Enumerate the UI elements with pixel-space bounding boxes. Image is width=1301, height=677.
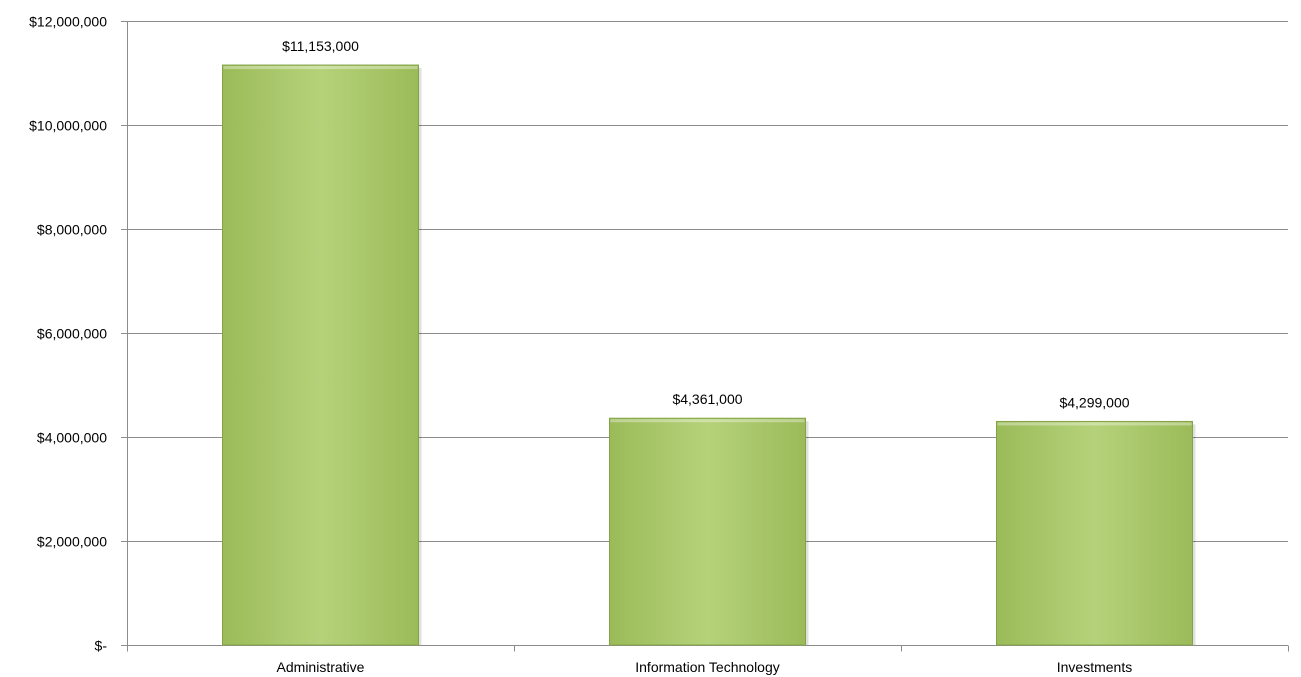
x-tick-label: Administrative [277, 659, 365, 675]
bar-top-highlight [224, 66, 418, 69]
y-tick-label: $8,000,000 [37, 222, 107, 238]
y-tick-label: $- [95, 638, 108, 654]
data-label: $4,299,000 [1059, 394, 1129, 410]
bar-information-technology [610, 418, 806, 645]
bar-investments [997, 421, 1193, 645]
y-tick-label: $6,000,000 [37, 326, 107, 342]
bar-top-highlight [998, 422, 1192, 425]
bar-administrative [223, 65, 419, 645]
x-tick-label: Information Technology [635, 659, 780, 675]
y-tick-label: $4,000,000 [37, 430, 107, 446]
bar-top-highlight [611, 419, 805, 422]
bars [223, 65, 1196, 645]
x-tick-label: Investments [1057, 659, 1132, 675]
data-label: $11,153,000 [282, 38, 359, 54]
y-tick-label: $12,000,000 [29, 14, 107, 30]
labels: $- $2,000,000 $4,000,000 $6,000,000 $8,000,0… [29, 14, 1132, 676]
y-tick-label: $10,000,000 [29, 118, 107, 134]
data-label: $4,361,000 [672, 391, 742, 407]
y-tick-label: $2,000,000 [37, 534, 107, 550]
